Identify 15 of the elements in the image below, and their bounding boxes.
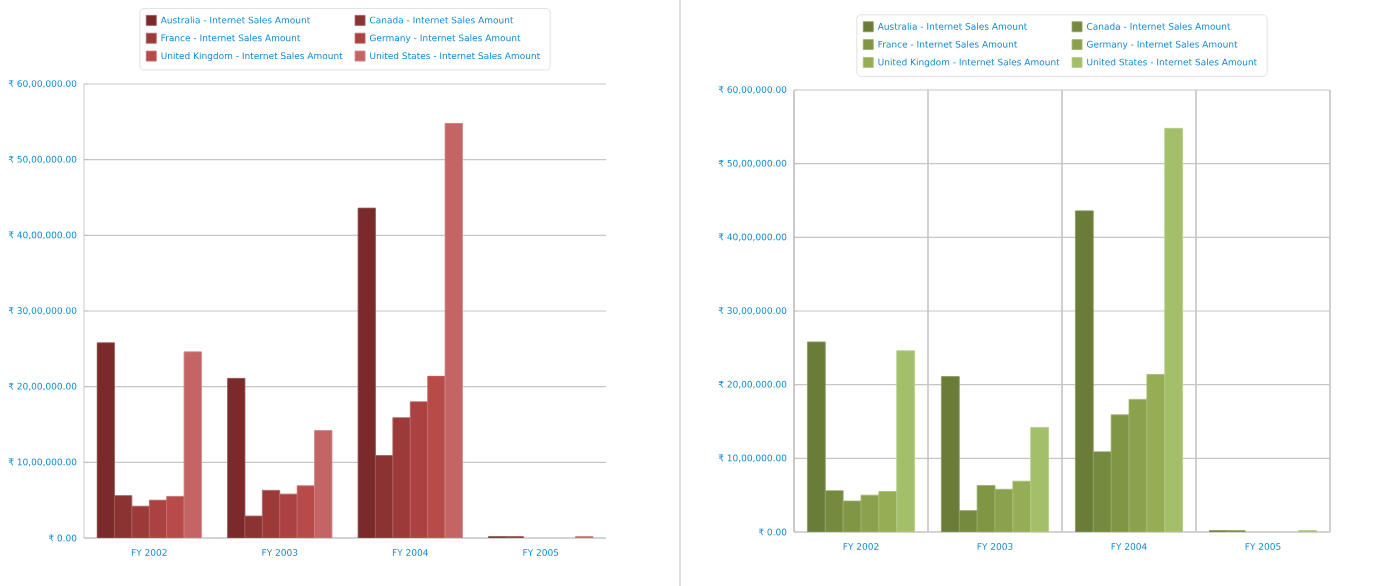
bar <box>227 377 246 538</box>
bar <box>392 417 411 538</box>
bar <box>807 341 826 532</box>
bar <box>375 455 394 538</box>
bar <box>96 342 115 538</box>
bar <box>296 485 315 538</box>
bar <box>1075 210 1094 532</box>
bar <box>427 375 446 538</box>
bar <box>896 350 916 532</box>
bar <box>1164 127 1184 532</box>
bar <box>279 493 298 538</box>
bar <box>357 207 376 538</box>
bar <box>941 376 960 532</box>
bar <box>409 401 429 538</box>
bar <box>1030 426 1050 532</box>
